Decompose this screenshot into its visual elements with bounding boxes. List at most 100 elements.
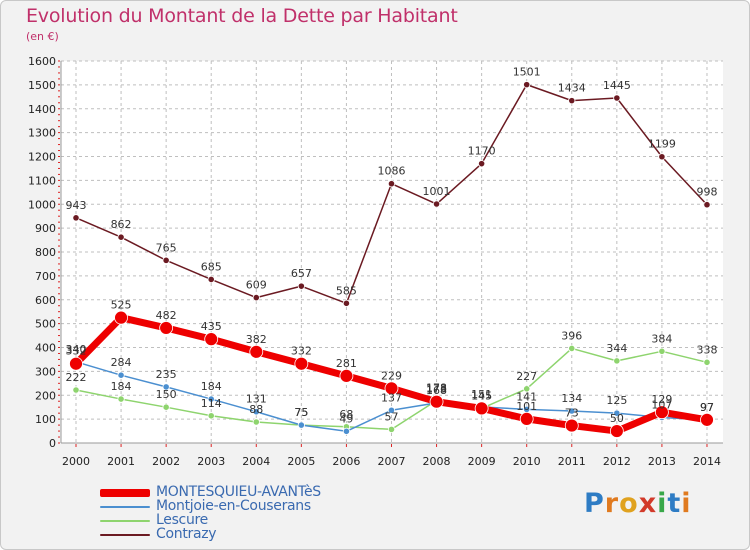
data-point [297, 282, 305, 290]
data-label: 178 [426, 382, 447, 395]
data-label: 97 [700, 401, 714, 414]
data-point [117, 233, 125, 241]
data-point [342, 427, 351, 435]
y-tick-label: 600 [35, 294, 56, 307]
chart-unit: (en €) [26, 30, 59, 43]
legend-label: MONTESQUIEU-AVANTèS [156, 484, 321, 500]
data-label: 145 [471, 389, 492, 402]
data-label: 281 [336, 357, 357, 370]
x-tick-label: 2008 [423, 455, 451, 468]
data-point [703, 201, 711, 209]
y-tick-label: 1300 [28, 127, 56, 140]
y-tick-label: 1000 [28, 198, 56, 211]
data-label: 184 [111, 380, 132, 393]
x-tick-label: 2000 [62, 455, 90, 468]
data-label: 145 [471, 389, 492, 402]
x-tick-label: 2005 [287, 455, 315, 468]
data-label: 227 [516, 370, 537, 383]
data-label: 1434 [558, 82, 586, 95]
y-tick-label: 1400 [28, 103, 56, 116]
data-point [342, 299, 351, 307]
legend-label: Lescure [156, 512, 208, 528]
data-label: 235 [156, 368, 177, 381]
data-label: 1199 [648, 138, 676, 151]
data-point [252, 418, 260, 426]
data-label: 131 [246, 393, 267, 406]
data-point [568, 407, 576, 415]
data-label: 338 [696, 343, 717, 356]
data-point [162, 256, 170, 264]
data-point [568, 344, 576, 353]
legend-label: Montjoie-en-Couserans [156, 498, 311, 514]
data-point [700, 412, 714, 427]
x-tick-label: 2009 [468, 455, 496, 468]
data-point [564, 418, 579, 433]
y-tick-label: 1100 [28, 174, 56, 187]
data-label: 384 [651, 332, 672, 345]
axes: 0 100 200 300 400 500 600 700 800 900 1000 1100 1200… [28, 55, 723, 468]
data-point [162, 403, 170, 411]
data-point [207, 275, 215, 284]
x-tick-label: 2014 [693, 455, 721, 468]
data-label: 88 [249, 403, 263, 416]
x-tick-label: 2010 [513, 455, 541, 468]
series-layer [69, 81, 714, 438]
data-label: 125 [606, 394, 627, 407]
data-label: 75 [294, 406, 308, 419]
data-point [162, 383, 170, 391]
data-label: 862 [111, 218, 132, 231]
data-point [384, 381, 399, 396]
y-tick-label: 1200 [28, 151, 56, 164]
data-point [474, 401, 489, 416]
data-point [523, 385, 531, 393]
data-label: 150 [156, 388, 177, 401]
logo-letter: i [681, 488, 692, 519]
data-label: 141 [516, 390, 537, 403]
data-label: 75 [294, 406, 308, 419]
data-label: 68 [339, 408, 353, 421]
data-point [207, 412, 215, 420]
logo-letter: i [657, 488, 668, 519]
data-point [69, 356, 83, 371]
y-tick-label: 400 [35, 342, 56, 355]
data-label: 49 [339, 412, 353, 425]
data-label: 222 [66, 371, 87, 384]
y-tick-label: 200 [35, 389, 56, 402]
data-point [655, 405, 669, 420]
data-point [478, 160, 486, 168]
y-tick-label: 1500 [28, 79, 56, 92]
value-labels: 9438627656856096575851086100111701501143… [66, 66, 718, 426]
data-point [249, 344, 264, 359]
data-point [72, 214, 80, 222]
legend-swatch [100, 506, 150, 508]
x-tick-label: 2011 [558, 455, 586, 468]
data-point [387, 180, 396, 188]
data-point [387, 406, 396, 414]
data-label: 184 [201, 380, 222, 393]
x-tick-label: 2002 [152, 455, 180, 468]
data-point [703, 358, 711, 366]
y-tick-label: 800 [35, 246, 56, 259]
data-point [658, 347, 666, 355]
data-point [613, 409, 621, 417]
data-point [114, 310, 128, 325]
data-point [204, 332, 219, 347]
data-label: 101 [516, 400, 537, 413]
data-label: 129 [651, 393, 672, 406]
data-label: 1445 [603, 79, 631, 92]
data-label: 585 [336, 284, 357, 297]
data-label: 1170 [468, 145, 496, 158]
data-label: 435 [201, 320, 222, 333]
y-tick-label: 0 [49, 437, 56, 450]
x-tick-label: 2007 [377, 455, 405, 468]
y-tick-label: 500 [35, 318, 56, 331]
logo-letter: P [584, 488, 605, 519]
data-label: 344 [606, 342, 627, 355]
data-label: 168 [426, 384, 447, 397]
data-point [117, 371, 125, 379]
data-point [339, 369, 354, 383]
data-label: 1001 [423, 185, 451, 198]
data-point [609, 424, 624, 438]
data-point [252, 408, 260, 416]
legend-swatch [100, 520, 150, 522]
